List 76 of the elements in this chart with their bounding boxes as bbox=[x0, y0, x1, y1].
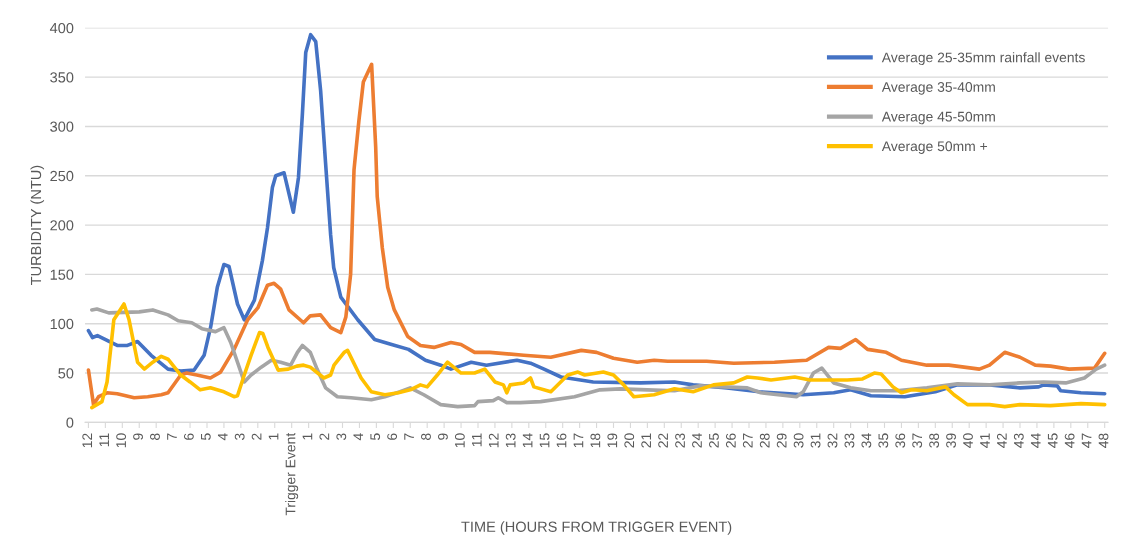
x-tick-label: 3 bbox=[336, 433, 347, 440]
x-tick-label: 20 bbox=[624, 433, 635, 448]
x-tick-label: 31 bbox=[810, 433, 821, 448]
x-tick-label: 2 bbox=[251, 433, 262, 440]
x-tick-label: 2 bbox=[319, 433, 330, 440]
x-tick-label: 46 bbox=[1064, 433, 1075, 448]
x-tick-label: 38 bbox=[929, 433, 940, 448]
x-tick-label: 33 bbox=[844, 433, 855, 448]
x-tick-label: 23 bbox=[675, 433, 685, 448]
x-tick-label: 13 bbox=[505, 433, 516, 448]
y-tick-label: 50 bbox=[58, 368, 74, 379]
x-tick-label: 25 bbox=[709, 433, 719, 448]
x-tick-label: 29 bbox=[776, 433, 787, 448]
x-tick-label: 8 bbox=[150, 433, 160, 440]
x-tick-label: 48 bbox=[1098, 433, 1109, 448]
x-tick-label: 8 bbox=[421, 433, 431, 440]
x-tick-label: 5 bbox=[370, 433, 381, 440]
x-tick-label: Trigger Event bbox=[285, 432, 299, 516]
x-tick-label: 21 bbox=[641, 433, 651, 448]
x-tick-label: 7 bbox=[167, 433, 177, 440]
y-tick-label: 400 bbox=[49, 22, 74, 34]
x-tick-label: 28 bbox=[759, 433, 770, 448]
x-tick-label: 26 bbox=[725, 433, 736, 448]
y-tick-label: 100 bbox=[50, 318, 74, 330]
y-tick-label: 150 bbox=[50, 269, 74, 280]
x-tick-label: 1 bbox=[268, 433, 279, 440]
x-tick-label: 44 bbox=[1030, 433, 1041, 448]
y-tick-label: 0 bbox=[66, 417, 74, 428]
x-tick-label: 1 bbox=[302, 433, 313, 440]
x-tick-label: 3 bbox=[234, 433, 245, 440]
x-tick-label: 6 bbox=[183, 433, 194, 440]
x-tick-label: 34 bbox=[861, 433, 872, 448]
x-tick-label: 17 bbox=[573, 433, 584, 448]
x-tick-label: 9 bbox=[133, 433, 143, 440]
x-tick-label: 22 bbox=[658, 433, 668, 448]
x-tick-label: 35 bbox=[878, 433, 889, 448]
x-tick-label: 15 bbox=[539, 433, 550, 448]
x-tick-label: 19 bbox=[607, 433, 618, 448]
x-tick-label: 14 bbox=[522, 433, 533, 448]
x-tick-label: 11 bbox=[472, 433, 482, 447]
x-tick-label: 12 bbox=[82, 433, 93, 448]
legend-label: Average 50mm + bbox=[881, 141, 988, 154]
x-tick-label: 42 bbox=[996, 433, 1007, 448]
x-tick-label: 27 bbox=[742, 433, 753, 448]
x-tick-label: 6 bbox=[387, 433, 398, 440]
x-tick-label: 7 bbox=[404, 433, 414, 440]
x-tick-label: 32 bbox=[827, 433, 838, 448]
x-tick-label: 47 bbox=[1081, 433, 1092, 448]
y-tick-label: 350 bbox=[50, 72, 74, 83]
x-tick-label: 16 bbox=[556, 433, 567, 448]
x-tick-label: 30 bbox=[793, 433, 804, 448]
x-tick-label: 10 bbox=[116, 433, 127, 448]
x-tick-label: 12 bbox=[488, 433, 499, 448]
y-tick-label: 300 bbox=[50, 121, 74, 132]
x-tick-label: 43 bbox=[1013, 433, 1024, 448]
x-tick-label: 5 bbox=[201, 433, 211, 440]
x-tick-label: 40 bbox=[963, 433, 973, 448]
y-tick-label: 250 bbox=[50, 170, 74, 182]
x-tick-label: 11 bbox=[99, 433, 109, 447]
x-tick-label: 39 bbox=[946, 433, 956, 448]
y-axis-title: TURBIDITY (NTU) bbox=[30, 165, 45, 285]
x-tick-label: 9 bbox=[438, 433, 448, 440]
x-tick-label: 41 bbox=[980, 433, 990, 448]
x-tick-label: 37 bbox=[912, 433, 923, 448]
x-tick-label: 4 bbox=[353, 433, 364, 441]
x-tick-label: 4 bbox=[217, 433, 228, 441]
x-tick-label: 45 bbox=[1047, 433, 1058, 448]
x-tick-label: 36 bbox=[895, 433, 906, 448]
legend-label: Average 45-50mm bbox=[881, 111, 995, 125]
y-tick-label: 200 bbox=[50, 220, 74, 231]
x-tick-label: 18 bbox=[590, 433, 601, 448]
legend-label: Average 35-40mm bbox=[881, 82, 995, 95]
x-tick-label: 10 bbox=[454, 433, 465, 448]
x-tick-label: 24 bbox=[692, 433, 702, 448]
x-axis-title: TIME (HOURS FROM TRIGGER EVENT) bbox=[461, 521, 732, 535]
legend-label: Average 25-35mm rainfall events bbox=[881, 52, 1085, 66]
